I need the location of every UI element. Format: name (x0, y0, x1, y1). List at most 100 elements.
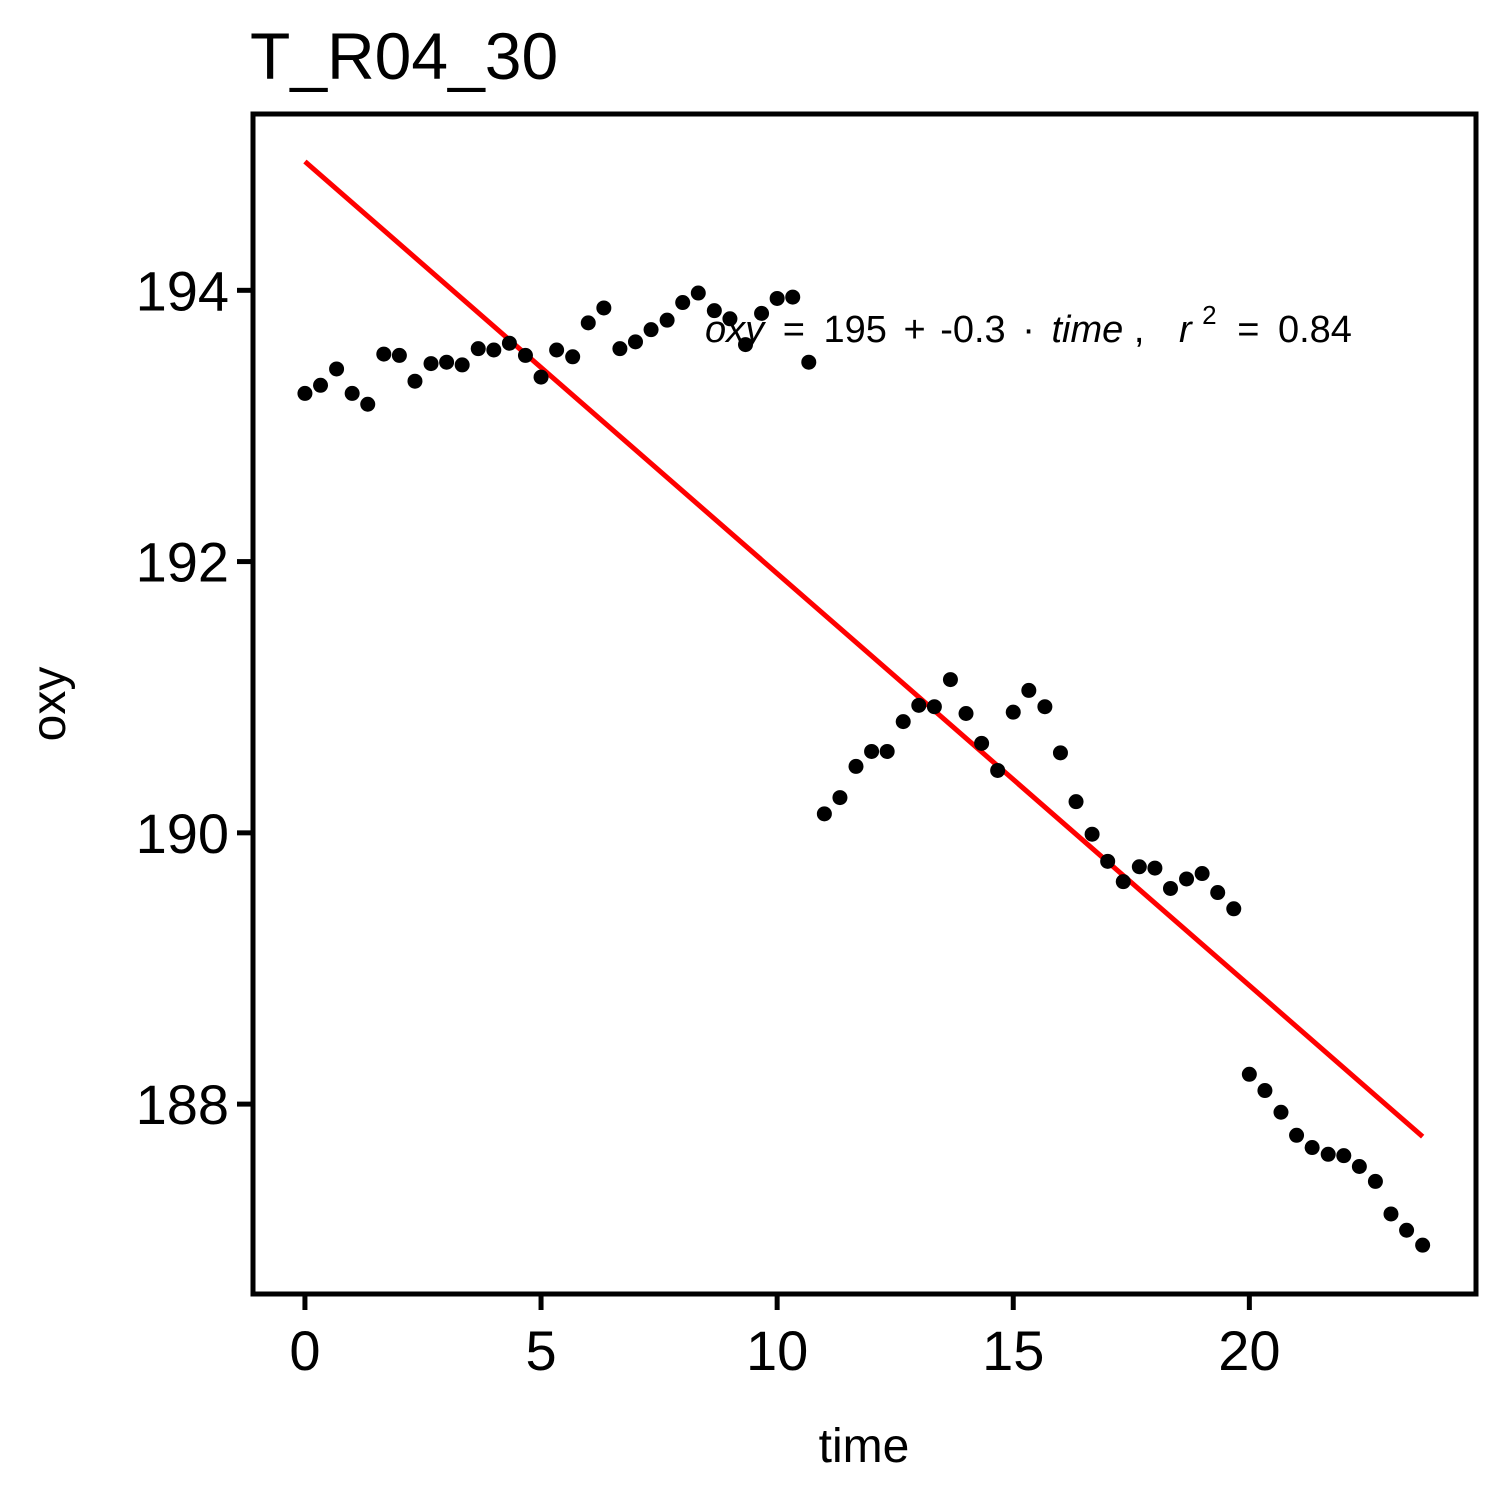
data-point (1367, 1173, 1383, 1189)
data-point (344, 385, 360, 401)
data-point (785, 289, 801, 305)
regression-fit (303, 159, 1425, 1139)
data-point (1021, 682, 1037, 698)
data-point (769, 290, 785, 306)
data-point (1005, 704, 1021, 720)
data-point (816, 806, 832, 822)
data-point (706, 303, 722, 319)
r-squared-r: r (1179, 309, 1193, 351)
data-point (407, 373, 423, 389)
data-point (297, 385, 313, 401)
data-point (549, 342, 565, 358)
equation-comma: , (1134, 309, 1145, 351)
data-point (1100, 853, 1116, 869)
data-point (360, 396, 376, 412)
data-point (329, 361, 345, 377)
x-axis-label: time (819, 1420, 910, 1473)
y-tick-label: 192 (136, 531, 229, 594)
data-point (911, 697, 927, 713)
data-point (832, 790, 848, 806)
data-point (1037, 699, 1053, 715)
data-point (423, 356, 439, 372)
data-point (501, 335, 517, 351)
equation-lhs: oxy (705, 309, 766, 351)
data-point (454, 357, 470, 373)
chart-title: T_R04_30 (250, 19, 559, 93)
data-point (517, 347, 533, 363)
data-point (1257, 1083, 1273, 1099)
data-point (1194, 866, 1210, 882)
equation-intercept: 195 (823, 309, 886, 351)
equation-dot: · (1022, 309, 1035, 351)
data-point (958, 705, 974, 721)
data-point (1084, 826, 1100, 842)
data-point (1320, 1146, 1336, 1162)
data-point (659, 312, 675, 328)
data-point (1131, 859, 1147, 875)
equation-slope: -0.3 (940, 309, 1005, 351)
data-point (1210, 885, 1226, 901)
data-point (1052, 745, 1068, 761)
data-point (879, 743, 895, 759)
data-point (1226, 901, 1242, 917)
data-point (1179, 871, 1195, 887)
data-point (895, 714, 911, 730)
y-tick-label: 190 (136, 802, 229, 865)
data-point (690, 285, 706, 301)
x-tick-label: 20 (1218, 1319, 1280, 1382)
data-point (486, 342, 502, 358)
data-point (990, 762, 1006, 778)
regression-equation: oxy = 195 + -0.3 · time , r 2 = 0.84 (705, 291, 1352, 351)
data-point (801, 354, 817, 370)
data-point (1336, 1148, 1352, 1164)
data-point (1304, 1140, 1320, 1156)
x-tick-label: 15 (982, 1319, 1044, 1382)
data-point (439, 354, 455, 370)
data-point (580, 315, 596, 331)
data-point (1383, 1206, 1399, 1222)
plot-frame (250, 111, 1479, 1297)
data-point (612, 341, 628, 357)
data-point (722, 311, 738, 327)
r-squared-superscript: 2 (1202, 300, 1216, 330)
data-point (942, 672, 958, 688)
equation-var: time (1051, 309, 1123, 351)
data-points (297, 285, 1431, 1253)
data-point (974, 735, 990, 751)
data-point (754, 305, 770, 321)
y-tick-label: 188 (136, 1073, 229, 1136)
x-tick-label: 10 (746, 1319, 808, 1382)
data-point (565, 349, 581, 365)
data-point (533, 369, 549, 385)
data-point (313, 377, 329, 393)
data-point (1241, 1066, 1257, 1082)
x-tick-label: 0 (289, 1319, 320, 1382)
data-point (1147, 860, 1163, 876)
data-point (596, 300, 612, 316)
data-point (376, 346, 392, 362)
equation-equals: = (783, 309, 805, 351)
data-point (738, 337, 754, 353)
data-point (1351, 1159, 1367, 1175)
r-squared-value: 0.84 (1278, 309, 1352, 351)
data-point (675, 295, 691, 311)
equation-plus: + (903, 309, 925, 351)
data-point (627, 334, 643, 350)
data-point (864, 743, 880, 759)
data-point (926, 699, 942, 715)
data-point (1399, 1222, 1415, 1238)
y-axis: 188 190 192 194 (136, 259, 253, 1136)
data-point (1289, 1127, 1305, 1143)
data-point (391, 347, 407, 363)
x-axis: 0 5 10 15 20 (289, 1294, 1280, 1382)
data-point (1068, 794, 1084, 810)
y-axis-label: oxy (23, 667, 76, 742)
data-point (1162, 880, 1178, 896)
x-tick-label: 5 (525, 1319, 556, 1382)
data-point (1415, 1237, 1431, 1253)
y-tick-label: 194 (136, 259, 229, 322)
data-point (643, 322, 659, 338)
r-squared-equals: = (1237, 309, 1259, 351)
data-point (848, 758, 864, 774)
